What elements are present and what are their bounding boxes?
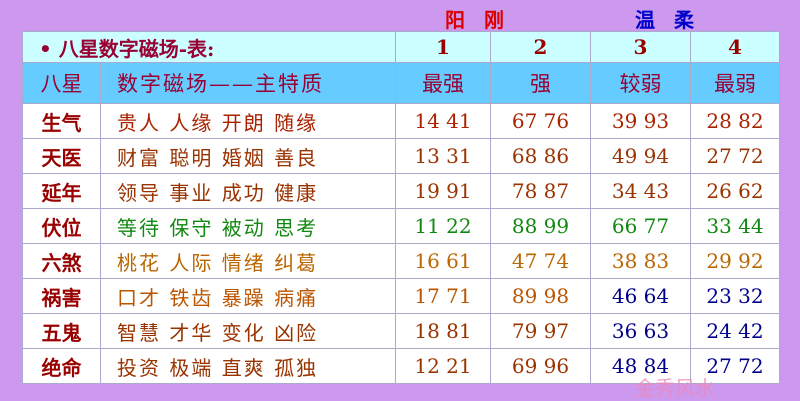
header-cell: 较弱 — [590, 62, 691, 104]
table-row: 生气 贵人 人缘 开朗 随缘 14 41 67 76 39 93 28 82 — [22, 103, 780, 139]
header-cell: 八星 — [22, 62, 101, 104]
number-cell: 38 83 — [590, 243, 691, 279]
star-name: 绝命 — [22, 348, 101, 384]
number-cell: 19 91 — [395, 173, 491, 209]
number-cell: 49 94 — [590, 138, 691, 174]
number-cell: 88 99 — [490, 208, 591, 244]
table-row: 延年 领导 事业 成功 健康 19 91 78 87 34 43 26 62 — [22, 173, 780, 209]
table-row: 六煞 桃花 人际 情绪 纠葛 16 61 47 74 38 83 29 92 — [22, 243, 780, 279]
number-cell: 47 74 — [490, 243, 591, 279]
trait-cell: 口才 铁齿 暴躁 病痛 — [100, 278, 396, 314]
number-cell: 69 96 — [490, 348, 591, 384]
number-cell: 48 84 — [590, 348, 691, 384]
number-cell: 33 44 — [690, 208, 780, 244]
table-row: 五鬼 智慧 才华 变化 凶险 18 81 79 97 36 63 24 42 — [22, 313, 780, 349]
number-cell: 34 43 — [590, 173, 691, 209]
trait-cell: 桃花 人际 情绪 纠葛 — [100, 243, 396, 279]
number-cell: 66 77 — [590, 208, 691, 244]
header-cell: 最弱 — [690, 62, 780, 104]
star-name: 六煞 — [22, 243, 101, 279]
column-number: 3 — [590, 31, 691, 63]
star-name: 祸害 — [22, 278, 101, 314]
number-cell: 13 31 — [395, 138, 491, 174]
number-cell: 17 71 — [395, 278, 491, 314]
trait-cell: 投资 极端 直爽 孤独 — [100, 348, 396, 384]
trait-cell: 财富 聪明 婚姻 善良 — [100, 138, 396, 174]
number-cell: 14 41 — [395, 103, 491, 139]
number-cell: 89 98 — [490, 278, 591, 314]
table-row: 祸害 口才 铁齿 暴躁 病痛 17 71 89 98 46 64 23 32 — [22, 278, 780, 314]
number-cell: 79 97 — [490, 313, 591, 349]
trait-cell: 智慧 才华 变化 凶险 — [100, 313, 396, 349]
column-number: 2 — [490, 31, 591, 63]
star-name: 生气 — [22, 103, 101, 139]
header-cell: 最强 — [395, 62, 491, 104]
star-name: 延年 — [22, 173, 101, 209]
column-number: 4 — [690, 31, 780, 63]
yang-label: 阳 刚 — [445, 8, 510, 32]
number-cell: 28 82 — [690, 103, 780, 139]
trait-cell: 领导 事业 成功 健康 — [100, 173, 396, 209]
star-name: 伏位 — [22, 208, 101, 244]
table-row: 绝命 投资 极端 直爽 孤独 12 21 69 96 48 84 27 72 — [22, 348, 780, 384]
column-number: 1 — [395, 31, 491, 63]
trait-cell: 等待 保守 被动 思考 — [100, 208, 396, 244]
title-row: • 八星数字磁场-表: 1 2 3 4 — [22, 31, 780, 63]
number-cell: 39 93 — [590, 103, 691, 139]
table-row: 伏位 等待 保守 被动 思考 11 22 88 99 66 77 33 44 — [22, 208, 780, 244]
number-cell: 27 72 — [690, 348, 780, 384]
watermark: 金秀风水 — [635, 376, 715, 400]
number-cell: 24 42 — [690, 313, 780, 349]
number-cell: 78 87 — [490, 173, 591, 209]
number-cell: 16 61 — [395, 243, 491, 279]
header-cell: 数字磁场——主特质 — [100, 62, 396, 104]
number-cell: 68 86 — [490, 138, 591, 174]
number-cell: 18 81 — [395, 313, 491, 349]
number-cell: 26 62 — [690, 173, 780, 209]
number-cell: 12 21 — [395, 348, 491, 384]
header-row: 八星 数字磁场——主特质 最强强较弱 最弱 — [22, 62, 780, 104]
number-cell: 36 63 — [590, 313, 691, 349]
header-cell: 强 — [490, 62, 591, 104]
number-cell: 29 92 — [690, 243, 780, 279]
wen-label: 温 柔 — [635, 8, 700, 32]
number-cell: 67 76 — [490, 103, 591, 139]
number-cell: 27 72 — [690, 138, 780, 174]
table-title: • 八星数字磁场-表: — [22, 31, 396, 63]
number-cell: 11 22 — [395, 208, 491, 244]
table-row: 天医 财富 聪明 婚姻 善良 13 31 68 86 49 94 27 72 — [22, 138, 780, 174]
number-cell: 46 64 — [590, 278, 691, 314]
star-name: 天医 — [22, 138, 101, 174]
star-name: 五鬼 — [22, 313, 101, 349]
number-cell: 23 32 — [690, 278, 780, 314]
trait-cell: 贵人 人缘 开朗 随缘 — [100, 103, 396, 139]
number-table: • 八星数字磁场-表: 1 2 3 4 八星 数字磁场——主特质 最强强较弱 最弱 生气 贵人 人缘… — [22, 31, 780, 384]
